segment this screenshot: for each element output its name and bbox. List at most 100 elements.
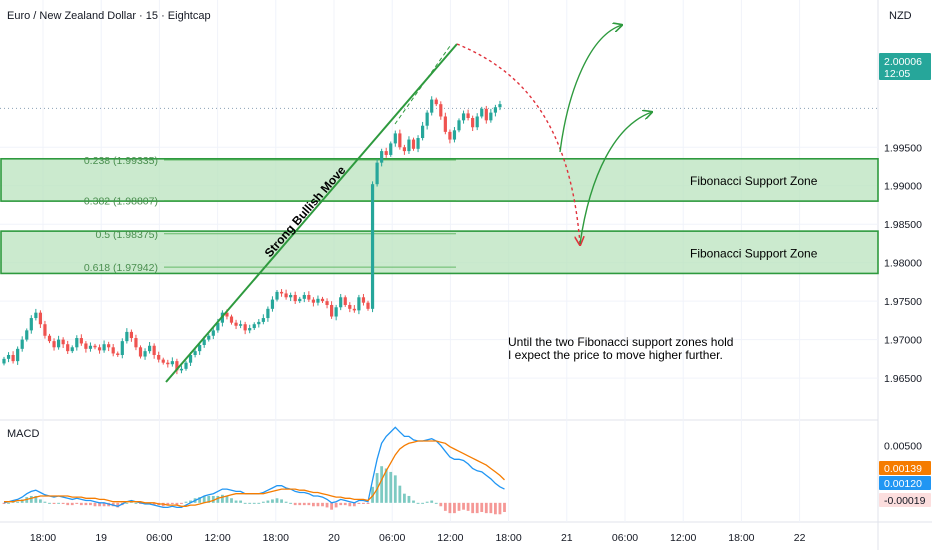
candle xyxy=(2,356,6,366)
candle-body xyxy=(52,341,56,348)
candle-body xyxy=(125,331,129,342)
candle xyxy=(138,345,143,359)
time-tick: 18:00 xyxy=(30,532,56,544)
candle xyxy=(289,292,293,302)
candle xyxy=(125,328,129,344)
candle-body xyxy=(198,344,202,352)
histogram-bar xyxy=(7,502,10,504)
price-axis[interactable]: 1.96500 1.97000 1.97500 1.98000 1.98500 1.990… xyxy=(884,142,922,385)
candle-body xyxy=(252,324,256,329)
fib-level-label: 0.5 (1.98375) xyxy=(96,229,158,241)
histogram-bar xyxy=(312,502,315,507)
candle-body xyxy=(43,324,47,336)
candle xyxy=(179,365,184,374)
candle xyxy=(11,351,15,364)
histogram-bar xyxy=(175,502,179,506)
histogram-bar xyxy=(484,502,488,514)
candle-body xyxy=(407,139,411,152)
candle-body xyxy=(416,138,420,149)
histogram-bar xyxy=(216,495,220,503)
candle-body xyxy=(380,151,384,163)
histogram-bar xyxy=(475,502,479,514)
price-tick: 1.98000 xyxy=(884,258,922,270)
candle xyxy=(161,357,165,365)
candle-body xyxy=(484,108,488,121)
candle-body xyxy=(248,328,252,331)
time-tick: 22 xyxy=(794,532,806,544)
time-tick: 18:00 xyxy=(495,532,521,544)
price-tick: 1.97500 xyxy=(884,296,922,308)
candle xyxy=(398,129,402,150)
candle-body xyxy=(57,339,61,348)
candle-body xyxy=(170,361,174,365)
fib-support-zone[interactable] xyxy=(0,230,879,275)
histogram-bar xyxy=(34,495,38,503)
candle-body xyxy=(443,116,447,132)
histogram-bar xyxy=(357,502,361,504)
candle-body xyxy=(330,304,334,317)
histogram-bar xyxy=(443,502,447,511)
candle xyxy=(257,319,261,328)
histogram-bar xyxy=(207,495,211,503)
candle-body xyxy=(425,112,429,126)
candle-body xyxy=(489,112,493,121)
currency-label[interactable]: NZD xyxy=(889,10,912,22)
fib-level-label: 0.382 (1.98807) xyxy=(84,196,158,208)
histogram-bar xyxy=(180,502,183,504)
candle xyxy=(111,343,115,357)
candle xyxy=(239,320,243,329)
candle xyxy=(302,292,306,303)
candle-body xyxy=(47,335,52,342)
candle xyxy=(29,315,33,334)
candle xyxy=(439,101,443,120)
candle-body xyxy=(370,184,375,309)
histogram-bar xyxy=(261,501,265,503)
histogram-bar xyxy=(280,499,283,503)
candle xyxy=(334,304,338,321)
candle xyxy=(270,296,275,312)
candle xyxy=(70,345,74,354)
time-tick: 20 xyxy=(328,532,340,544)
fib-support-zone[interactable] xyxy=(0,157,879,202)
histogram-bar xyxy=(439,502,443,507)
candle-body xyxy=(129,331,133,339)
histogram-bar xyxy=(389,471,393,503)
candle-body xyxy=(184,362,188,369)
histogram-badge-value: -0.00019 xyxy=(884,495,926,507)
candle xyxy=(320,296,325,304)
candle-body xyxy=(448,131,452,140)
time-axis[interactable]: 18:00 19 06:00 12:00 18:00 20 06:00 12:00 18:00 2… xyxy=(30,532,806,544)
candle xyxy=(88,342,93,352)
histogram-bar xyxy=(84,502,88,506)
bullish-move-dashed xyxy=(394,45,451,125)
candles[interactable] xyxy=(2,96,502,375)
candle xyxy=(234,319,238,330)
histogram-bar xyxy=(152,502,156,506)
symbol-title[interactable]: Euro / New Zealand Dollar · 15 · Eightca… xyxy=(7,10,211,22)
candle-body xyxy=(270,299,275,309)
histogram-bar xyxy=(307,502,311,506)
candle xyxy=(84,341,88,353)
candle xyxy=(157,351,161,363)
projected-up-arrow-1 xyxy=(559,25,622,153)
histogram-bar xyxy=(457,502,461,511)
histogram-bar xyxy=(494,502,497,515)
candle xyxy=(79,334,83,346)
candle xyxy=(330,301,334,319)
candle-body xyxy=(339,297,343,308)
candle-body xyxy=(311,299,315,303)
current-price-value: 2.00006 xyxy=(884,56,922,68)
candle-body xyxy=(134,338,138,348)
candle xyxy=(152,343,156,359)
current-price-badge: 2.00006 12:05 xyxy=(879,53,931,80)
candle xyxy=(298,296,302,304)
candle-body xyxy=(279,291,284,294)
candle xyxy=(211,327,215,340)
histogram-bar xyxy=(166,502,170,506)
candle xyxy=(93,343,97,350)
histogram-bar xyxy=(321,502,324,507)
candle-body xyxy=(234,322,238,326)
candle xyxy=(61,337,65,348)
